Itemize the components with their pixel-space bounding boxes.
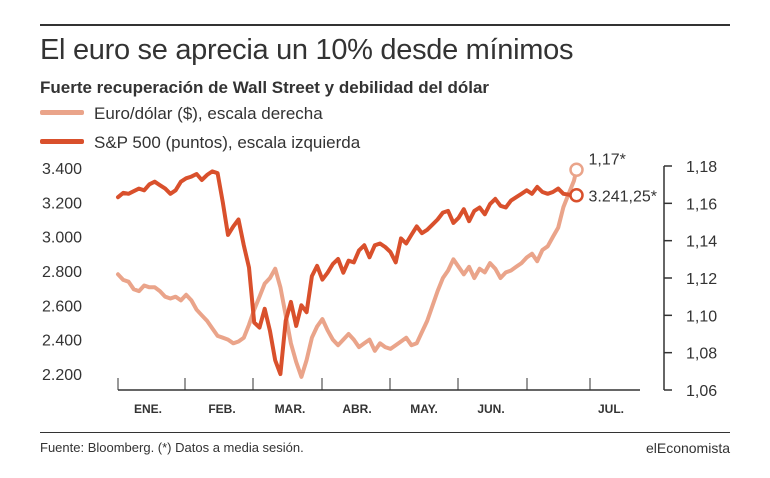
y-left-tick-label: 3.200 bbox=[42, 195, 82, 212]
y-right-tick-label: 1,06 bbox=[686, 383, 717, 400]
x-axis-month-label: FEB. bbox=[208, 402, 235, 416]
y-left-tick-label: 2.400 bbox=[42, 333, 82, 350]
x-axis-month-label: ABR. bbox=[342, 402, 371, 416]
legend-swatch-euro bbox=[40, 110, 84, 116]
legend-swatch-sp500 bbox=[40, 139, 84, 145]
y-right-tick-label: 1,10 bbox=[686, 308, 717, 325]
x-axis-month-label: JUL. bbox=[598, 402, 624, 416]
x-axis-month-label: JUN. bbox=[477, 402, 504, 416]
footer-rule bbox=[40, 432, 730, 433]
source-note: Fuente: Bloomberg. (*) Datos a media ses… bbox=[40, 440, 304, 455]
euro-end-label: 1,17* bbox=[589, 152, 626, 169]
y-left-tick-label: 3.400 bbox=[42, 161, 82, 178]
legend-label-euro: Euro/dólar ($), escala derecha bbox=[94, 104, 323, 123]
y-right-tick-label: 1,08 bbox=[686, 346, 717, 363]
top-rule bbox=[40, 24, 730, 26]
sp500-line bbox=[116, 169, 579, 376]
sp500-end-label: 3.241,25* bbox=[589, 188, 658, 205]
sp500-end-marker bbox=[569, 188, 584, 203]
euro-dollar-line bbox=[116, 167, 579, 379]
x-axis-month-label: MAR. bbox=[275, 402, 306, 416]
brand-logo-text: elEconomista bbox=[645, 440, 730, 456]
y-right-tick-label: 1,12 bbox=[686, 271, 717, 288]
y-left-tick-label: 3.000 bbox=[42, 230, 82, 247]
chart-subtitle: Fuerte recuperación de Wall Street y deb… bbox=[40, 78, 490, 97]
x-axis-month-label: MAY. bbox=[410, 402, 438, 416]
legend-item-euro: Euro/dólar ($), escala derecha bbox=[40, 104, 323, 124]
legend-item-sp500: S&P 500 (puntos), escala izquierda bbox=[40, 133, 360, 153]
legend-label-sp500: S&P 500 (puntos), escala izquierda bbox=[94, 133, 361, 152]
y-left-tick-label: 2.800 bbox=[42, 264, 82, 281]
chart-title: El euro se aprecia un 10% desde mínimos bbox=[40, 34, 574, 66]
y-left-tick-label: 2.200 bbox=[42, 367, 82, 384]
y-right-tick-label: 1,14 bbox=[686, 234, 717, 251]
y-right-tick-label: 1,18 bbox=[686, 159, 717, 176]
y-left-tick-label: 2.600 bbox=[42, 298, 82, 315]
y-right-tick-label: 1,16 bbox=[686, 196, 717, 213]
euro-end-marker bbox=[569, 162, 584, 177]
x-axis-month-label: ENE. bbox=[134, 402, 162, 416]
